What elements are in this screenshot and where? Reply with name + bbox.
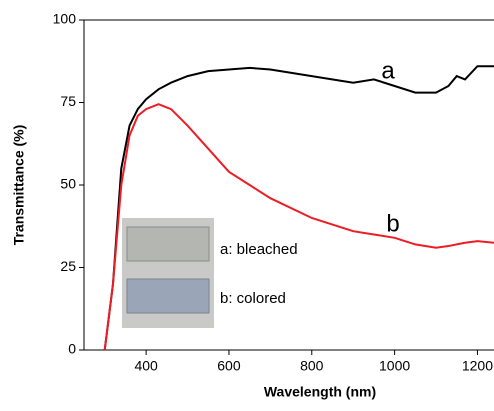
- x-tick-label: 1000: [379, 358, 410, 374]
- curve-label: b: [386, 210, 399, 237]
- y-axis-title: Transmittance (%): [11, 125, 27, 246]
- y-tick-label: 0: [68, 341, 76, 357]
- x-tick-label: 600: [217, 358, 241, 374]
- inset-label: b: colored: [220, 290, 286, 307]
- x-axis-title: Wavelength (nm): [264, 384, 376, 400]
- bleached-slide: [126, 226, 210, 262]
- series-line: [103, 65, 494, 351]
- y-tick-label: 100: [53, 11, 77, 27]
- y-tick-label: 25: [60, 258, 76, 274]
- y-tick-label: 50: [60, 176, 76, 192]
- x-tick-label: 1200: [462, 358, 493, 374]
- inset-label: a: bleached: [220, 241, 298, 258]
- x-tick-label: 400: [134, 358, 158, 374]
- series-line: [103, 103, 494, 351]
- y-tick-label: 75: [60, 93, 76, 109]
- curve-label: a: [381, 57, 395, 84]
- colored-slide: [126, 278, 210, 314]
- x-tick-label: 800: [300, 358, 324, 374]
